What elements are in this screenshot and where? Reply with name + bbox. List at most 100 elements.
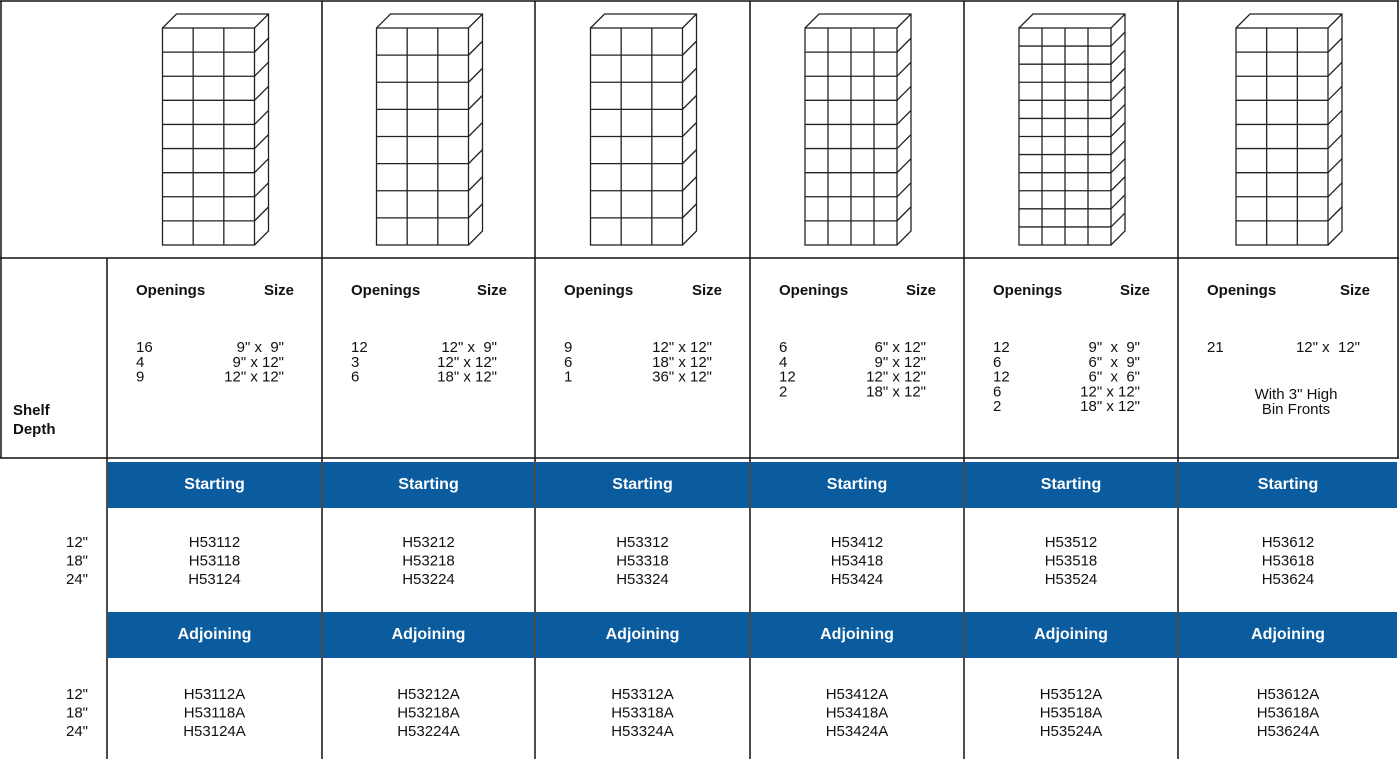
shelf-edge bbox=[896, 85, 912, 101]
model-number: H53312 bbox=[616, 534, 669, 551]
shelf-edge bbox=[254, 182, 269, 198]
section-header: Starting bbox=[184, 476, 244, 493]
opening-size: 9" x 12" bbox=[874, 354, 926, 371]
section-header: Adjoining bbox=[178, 626, 252, 643]
section-header: Adjoining bbox=[392, 626, 466, 643]
section-band bbox=[108, 462, 321, 508]
model-number: H53518A bbox=[1040, 704, 1103, 721]
model-number: H53512A bbox=[1040, 686, 1103, 703]
opening-size: 6" x 6" bbox=[1088, 369, 1140, 386]
section-header: Adjoining bbox=[606, 626, 680, 643]
section-band bbox=[536, 612, 749, 658]
depth: 24" bbox=[66, 571, 88, 588]
shelf-edge bbox=[1110, 67, 1126, 83]
shelf-edge bbox=[896, 109, 912, 125]
size-heading: Size bbox=[264, 282, 294, 299]
size-heading: Size bbox=[1340, 282, 1370, 299]
shelf-edge bbox=[682, 149, 697, 165]
size-heading: Size bbox=[477, 282, 507, 299]
model-number: H53112 bbox=[189, 534, 240, 551]
shelf-edge bbox=[1110, 140, 1126, 156]
section-header: Starting bbox=[827, 476, 887, 493]
opening-size: 36" x 12" bbox=[652, 369, 712, 386]
opening-count: 6 bbox=[779, 339, 787, 356]
shelf-edge bbox=[1327, 206, 1343, 222]
model-number: H53624A bbox=[1257, 723, 1320, 740]
opening-size: 9" x 9" bbox=[1088, 339, 1140, 356]
shelf-side bbox=[162, 13, 270, 246]
shelf-side bbox=[804, 13, 912, 246]
opening-count: 4 bbox=[779, 354, 787, 371]
section-band bbox=[965, 462, 1177, 508]
size-heading: Size bbox=[906, 282, 936, 299]
model-number: H53512 bbox=[1045, 534, 1098, 551]
model-number: H53612A bbox=[1257, 686, 1320, 703]
model-number: H53324 bbox=[616, 571, 669, 588]
model-number: H53518 bbox=[1045, 552, 1098, 569]
opening-count: 3 bbox=[351, 354, 359, 371]
row-label: Depth bbox=[13, 421, 56, 438]
opening-size: 9" x 12" bbox=[232, 354, 284, 371]
section-header: Adjoining bbox=[820, 626, 894, 643]
opening-count: 9 bbox=[564, 339, 572, 356]
shelf-edge bbox=[254, 206, 269, 222]
model-number: H53424 bbox=[831, 571, 884, 588]
shelf-edge bbox=[682, 176, 697, 192]
shelf-frame bbox=[161, 27, 256, 246]
opening-size: 12" x 12" bbox=[1080, 383, 1140, 400]
model-number: H53318A bbox=[611, 704, 674, 721]
model-number: H53624 bbox=[1262, 571, 1315, 588]
shelf-edge bbox=[254, 134, 269, 150]
depth: 12" bbox=[66, 686, 88, 703]
model-number: H53112A bbox=[184, 686, 245, 703]
shelf-edge bbox=[1110, 176, 1126, 192]
shelf-side bbox=[1235, 13, 1343, 246]
opening-size: 12" x 12" bbox=[652, 339, 712, 356]
opening-count: 12 bbox=[993, 339, 1010, 356]
shelf-edge bbox=[1327, 182, 1343, 198]
model-number: H53418 bbox=[831, 552, 884, 569]
section-header: Adjoining bbox=[1034, 626, 1108, 643]
model-number: H53224 bbox=[402, 571, 455, 588]
shelf-edge bbox=[468, 40, 483, 56]
model-number: H53212A bbox=[397, 686, 460, 703]
shelf-edge bbox=[1110, 31, 1126, 47]
row-label: Shelf bbox=[13, 402, 51, 419]
shelf-edge bbox=[1327, 158, 1343, 174]
opening-size: 12" x 12" bbox=[224, 369, 284, 386]
note: With 3" High bbox=[1255, 386, 1338, 403]
shelf-edge bbox=[254, 85, 269, 101]
opening-count: 12 bbox=[779, 369, 796, 386]
shelf-side bbox=[590, 13, 698, 246]
model-number: H53318 bbox=[616, 552, 669, 569]
shelf-edge bbox=[1327, 109, 1343, 125]
opening-count: 6 bbox=[351, 369, 359, 386]
depth: 18" bbox=[66, 704, 88, 721]
shelf-illustration bbox=[375, 13, 484, 246]
model-number: H53212 bbox=[402, 534, 455, 551]
shelf-edge bbox=[468, 67, 483, 83]
shelf-edge bbox=[682, 94, 697, 110]
section-band bbox=[751, 612, 963, 658]
opening-size: 12" x 12" bbox=[866, 369, 926, 386]
shelf-illustration bbox=[589, 13, 698, 246]
openings-heading: Openings bbox=[1207, 282, 1276, 299]
model-number: H53312A bbox=[611, 686, 674, 703]
section-band bbox=[751, 462, 963, 508]
shelf-edge bbox=[896, 37, 912, 53]
openings-heading: Openings bbox=[993, 282, 1062, 299]
opening-size: 18" x 12" bbox=[652, 354, 712, 371]
model-number: H53424A bbox=[826, 723, 889, 740]
shelf-edge bbox=[1327, 134, 1343, 150]
model-number: H53124 bbox=[188, 571, 241, 588]
shelf-edge bbox=[682, 40, 697, 56]
model-number: H53618A bbox=[1257, 704, 1320, 721]
opening-count: 2 bbox=[779, 383, 787, 400]
openings-heading: Openings bbox=[351, 282, 420, 299]
opening-size: 18" x 12" bbox=[1080, 398, 1140, 415]
section-header: Adjoining bbox=[1251, 626, 1325, 643]
opening-size: 6" x 9" bbox=[1088, 354, 1140, 371]
model-number: H53324A bbox=[611, 723, 674, 740]
shelf-edge bbox=[682, 67, 697, 83]
